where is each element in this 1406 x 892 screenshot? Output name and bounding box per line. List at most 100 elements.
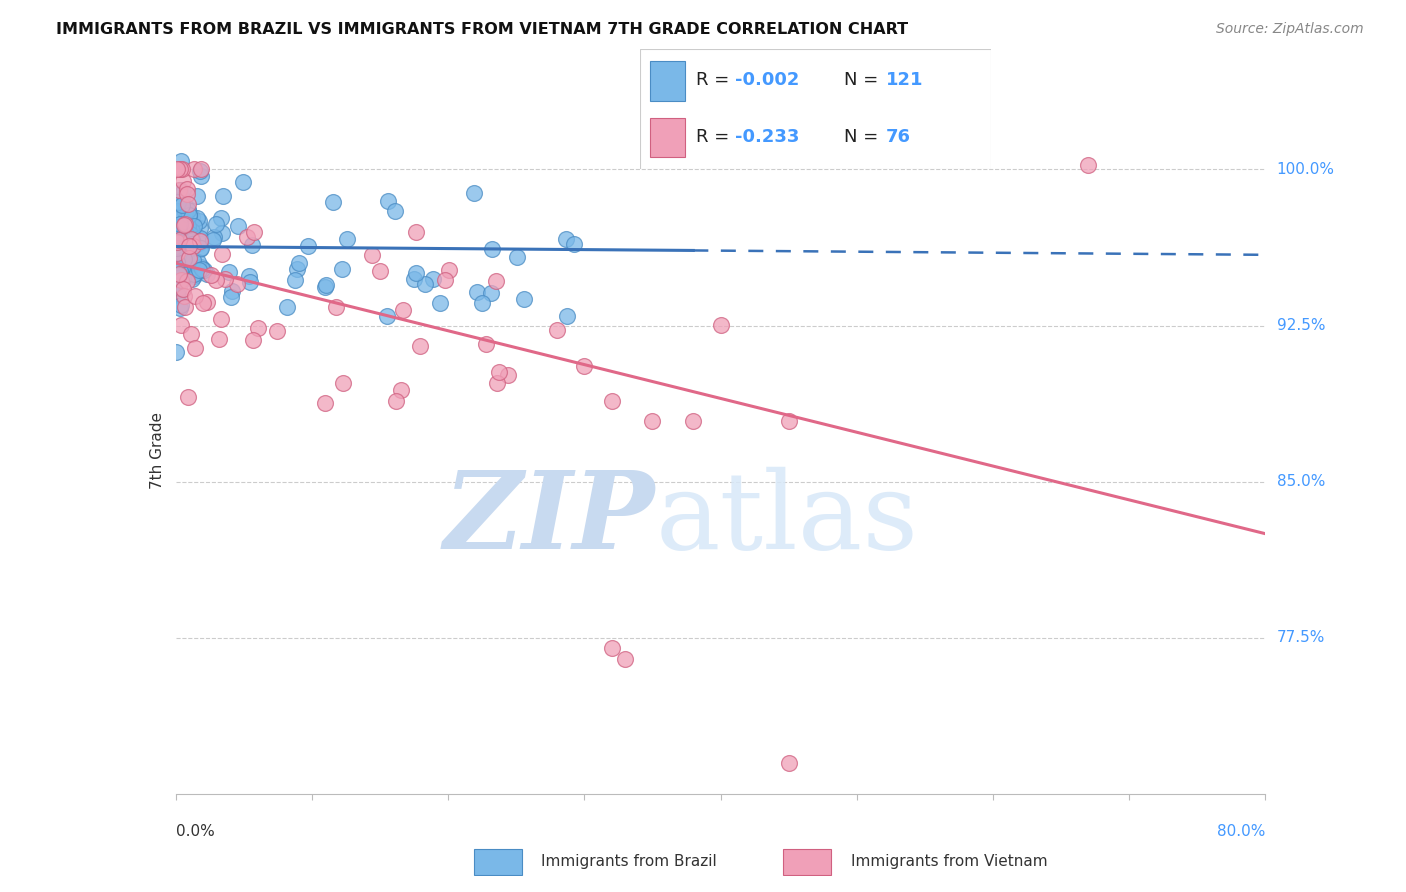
Point [173, 217, 195, 231]
Point [167, 268, 190, 282]
Point [205, 217, 228, 231]
Point [173, 289, 195, 303]
Point [214, 272, 236, 286]
Point [322, 194, 344, 209]
Point [314, 280, 336, 294]
Point [169, 162, 191, 177]
Point [180, 210, 202, 224]
Point [404, 272, 426, 286]
Point [370, 264, 392, 278]
Point [166, 225, 188, 239]
Point [188, 221, 211, 235]
Point [173, 214, 195, 228]
Point [166, 286, 188, 301]
Point [1077, 158, 1099, 172]
Point [166, 204, 188, 219]
Point [170, 198, 193, 212]
Point [188, 230, 211, 244]
Y-axis label: 7th Grade: 7th Grade [149, 412, 165, 489]
Point [172, 271, 194, 285]
Point [546, 323, 568, 337]
Point [641, 414, 664, 428]
Point [188, 262, 211, 277]
Point [389, 383, 412, 397]
Text: atlas: atlas [655, 467, 918, 572]
Point [166, 255, 188, 269]
Point [172, 185, 194, 199]
Point [187, 255, 209, 269]
Point [177, 208, 200, 222]
Point [205, 273, 228, 287]
FancyBboxPatch shape [640, 49, 991, 169]
Point [179, 238, 201, 252]
Point [314, 396, 336, 410]
Point [288, 255, 311, 269]
Point [315, 277, 337, 292]
Point [496, 368, 519, 382]
Point [195, 295, 218, 310]
Text: R =: R = [696, 128, 735, 146]
Point [174, 255, 197, 269]
Point [173, 300, 195, 314]
Point [165, 344, 187, 359]
Point [180, 236, 202, 251]
Point [172, 174, 194, 188]
Point [169, 235, 191, 250]
Point [166, 235, 188, 249]
Point [190, 169, 212, 183]
Point [437, 263, 460, 277]
Point [167, 183, 190, 197]
Point [384, 204, 406, 219]
Point [176, 227, 198, 241]
Point [226, 219, 249, 234]
Point [172, 246, 194, 260]
Point [600, 393, 623, 408]
Text: R =: R = [696, 71, 735, 89]
Point [186, 189, 208, 203]
Point [177, 219, 200, 234]
Point [614, 651, 637, 665]
Point [239, 276, 262, 290]
Point [209, 312, 232, 326]
Point [247, 321, 270, 335]
Point [170, 232, 193, 246]
Point [181, 239, 204, 253]
Point [211, 246, 233, 260]
Text: N =: N = [844, 71, 883, 89]
Text: 92.5%: 92.5% [1277, 318, 1324, 333]
Point [172, 261, 194, 276]
Point [506, 250, 529, 264]
Point [385, 394, 408, 409]
Point [167, 234, 190, 248]
Text: Source: ZipAtlas.com: Source: ZipAtlas.com [1216, 22, 1364, 37]
Point [167, 239, 190, 253]
Point [190, 162, 212, 177]
Point [174, 202, 197, 217]
Point [188, 163, 211, 178]
Point [170, 298, 193, 312]
Point [512, 292, 534, 306]
Point [191, 262, 214, 277]
Point [413, 277, 436, 291]
Point [405, 225, 427, 239]
Point [562, 236, 585, 251]
Text: -0.233: -0.233 [735, 128, 799, 146]
Point [172, 192, 194, 206]
Point [193, 263, 215, 277]
Point [465, 285, 488, 300]
Point [488, 365, 510, 379]
Point [409, 339, 432, 353]
Point [266, 324, 288, 338]
Point [181, 241, 204, 255]
Text: 121: 121 [886, 71, 924, 89]
Point [232, 175, 254, 189]
Point [176, 254, 198, 268]
Point [710, 318, 733, 333]
Point [177, 203, 200, 218]
Text: 100.0%: 100.0% [1277, 162, 1334, 177]
Text: 77.5%: 77.5% [1277, 631, 1324, 645]
Point [218, 265, 240, 279]
Point [190, 241, 212, 255]
Point [555, 232, 578, 246]
Point [211, 226, 233, 240]
